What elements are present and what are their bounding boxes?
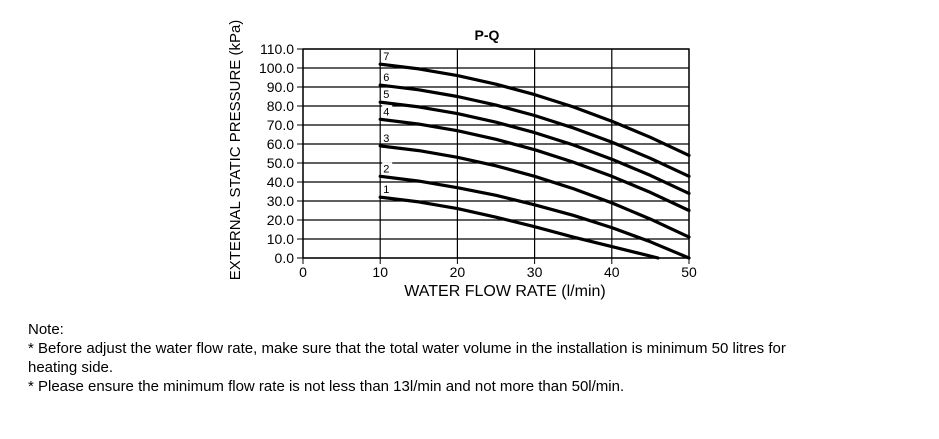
series-label-6: 6 — [383, 72, 389, 84]
pq-chart: 1 2 3 4 5 6 7 0.0 10.0 20.0 30.0 40.0 50.0 60.0 70.0 8… — [227, 20, 697, 300]
x-tick-label: 0 — [299, 264, 307, 280]
series-label-bg — [382, 131, 393, 143]
series-label-bg — [382, 162, 393, 174]
series-lines — [378, 62, 691, 260]
note-line-3: * Please ensure the minimum flow rate is… — [28, 378, 625, 395]
x-tick-labels: 0 10 20 30 40 50 — [299, 264, 697, 280]
y-tick-labels: 0.0 10.0 20.0 30.0 40.0 50.0 60.0 70.0 80.0 90.0 1… — [259, 41, 294, 266]
plot-frame — [297, 48, 690, 264]
series-label-bg — [382, 71, 393, 83]
x-tick-label: 20 — [450, 264, 466, 280]
y-tick-label: 10.0 — [267, 231, 294, 247]
y-tick-label: 80.0 — [267, 98, 294, 114]
x-tick-label: 40 — [604, 264, 620, 280]
y-tick-label: 20.0 — [267, 212, 294, 228]
y-tick-label: 70.0 — [267, 117, 294, 133]
y-tick-label: 50.0 — [267, 155, 294, 171]
y-tick-label: 100.0 — [259, 60, 294, 76]
series-label-bg — [382, 183, 393, 195]
y-axis-label: EXTERNAL STATIC PRESSURE (kPa) — [227, 20, 244, 281]
grid — [302, 48, 690, 259]
chart-title: P-Q — [475, 27, 500, 43]
plot-border — [302, 48, 690, 259]
series-label-5: 5 — [383, 89, 389, 101]
series-label-3: 3 — [383, 133, 389, 145]
note-block: Note: * Before adjust the water flow rat… — [28, 320, 908, 396]
series-label-bg — [382, 50, 393, 62]
series-label-bg — [382, 88, 393, 100]
series-line-7 — [378, 62, 691, 157]
series-labels: 1 2 3 4 5 6 7 — [382, 50, 393, 196]
x-tick-label: 10 — [372, 264, 388, 280]
x-axis-label: WATER FLOW RATE (l/min) — [404, 283, 605, 300]
series-label-1: 1 — [383, 184, 389, 196]
y-tick-label: 40.0 — [267, 174, 294, 190]
note-line-2: heating side. — [28, 359, 114, 376]
y-tick-label: 90.0 — [267, 79, 294, 95]
note-heading: Note: — [28, 321, 64, 338]
y-tick-label: 60.0 — [267, 136, 294, 152]
y-tick-label: 30.0 — [267, 193, 294, 209]
note-line-1: * Before adjust the water flow rate, mak… — [28, 340, 786, 357]
y-tick-label: 110.0 — [260, 41, 294, 57]
series-line-5 — [378, 100, 691, 195]
y-tick-label: 0.0 — [275, 250, 295, 266]
series-line-6 — [378, 83, 691, 178]
series-label-bg — [382, 105, 393, 117]
series-label-7: 7 — [383, 51, 389, 63]
x-tick-label: 30 — [527, 264, 543, 280]
series-label-4: 4 — [383, 106, 389, 118]
series-line-1 — [378, 195, 660, 260]
series-line-2 — [378, 174, 691, 260]
x-tick-label: 50 — [681, 264, 697, 280]
series-line-4 — [378, 117, 691, 213]
series-label-2: 2 — [383, 163, 389, 175]
series-line-3 — [378, 144, 691, 239]
